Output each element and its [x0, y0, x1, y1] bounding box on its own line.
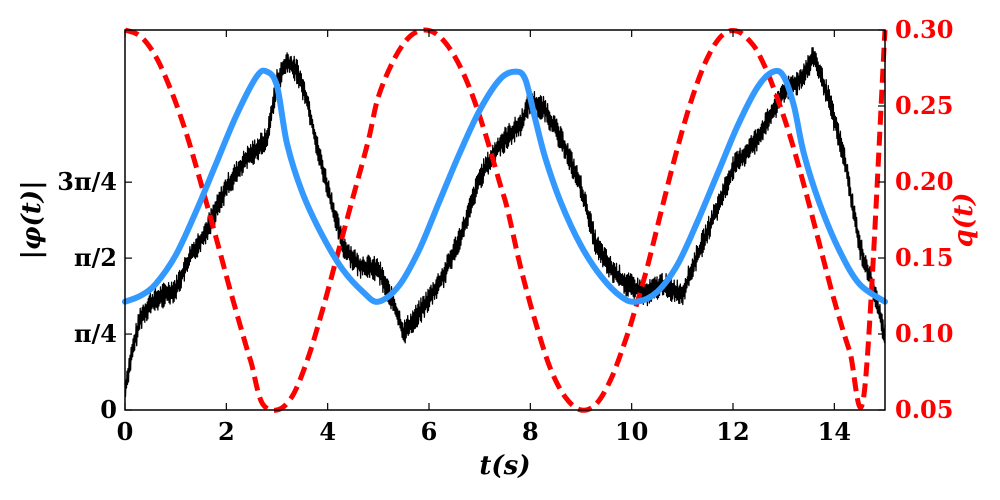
- series-measured-line: [124, 47, 886, 398]
- x-tick-label: 14: [818, 417, 851, 446]
- x-tick-label: 0: [117, 417, 134, 446]
- y-left-tick-label: π/4: [74, 319, 117, 348]
- y-right-tick-label: 0.05: [895, 395, 953, 424]
- plot-frame: [124, 29, 886, 411]
- y-right-tick-label: 0.20: [895, 167, 953, 196]
- x-tick-label: 2: [218, 417, 235, 446]
- y-right-tick-label: 0.30: [895, 15, 953, 44]
- y-right-tick-label: 0.15: [895, 243, 953, 272]
- y-right-axis-title: q(t): [949, 193, 979, 248]
- y-left-axis-title: |φ(t)|: [17, 180, 47, 259]
- series-layer: [122, 27, 888, 413]
- x-tick-label: 4: [319, 417, 336, 446]
- series-q-dashed-line: [124, 27, 888, 413]
- y-left-tick-label: 3π/4: [57, 167, 117, 196]
- x-tick-label: 10: [615, 417, 648, 446]
- y-right-tick-label: 0.25: [895, 91, 953, 120]
- series-phi-model-line: [122, 67, 888, 305]
- y-left-tick-label: π/2: [74, 243, 117, 272]
- y-left-tick-label: 0: [100, 395, 117, 424]
- y-right-tick-label: 0.10: [895, 319, 953, 348]
- x-tick-label: 12: [716, 417, 749, 446]
- x-axis-title: t(s): [479, 451, 530, 481]
- x-tick-label: 6: [421, 417, 438, 446]
- ticks-layer: 0 2 4 6 8 10 12 14 0 π/4 π/2 3π/4 0.05 0.10 0.15 0.20 0.…: [57, 15, 953, 446]
- x-tick-label: 8: [522, 417, 539, 446]
